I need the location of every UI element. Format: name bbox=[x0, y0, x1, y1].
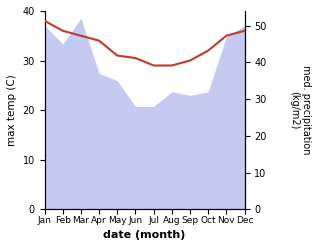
Y-axis label: med. precipitation
(kg/m2): med. precipitation (kg/m2) bbox=[289, 65, 311, 155]
X-axis label: date (month): date (month) bbox=[103, 230, 186, 240]
Y-axis label: max temp (C): max temp (C) bbox=[7, 74, 17, 146]
